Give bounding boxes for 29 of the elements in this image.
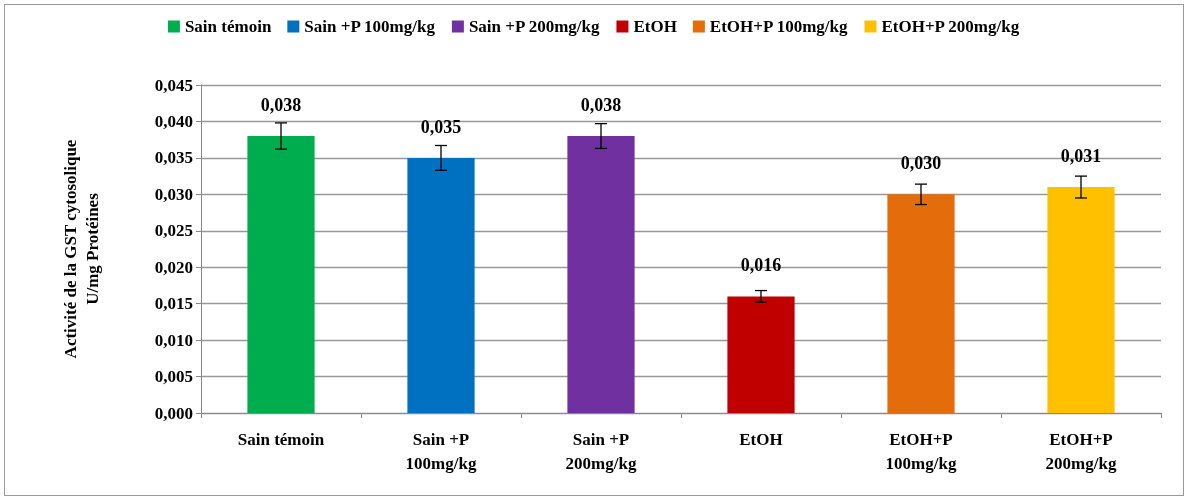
legend-label: EtOH	[633, 17, 677, 36]
data-label: 0,038	[580, 95, 622, 116]
legend-label: Sain +P 200mg/kg	[468, 17, 600, 36]
y-tick-label: 0,025	[154, 221, 193, 241]
y-tick-label: 0,045	[154, 75, 193, 95]
y-tick-label: 0,010	[154, 330, 193, 350]
data-label: 0,035	[420, 116, 462, 137]
y-tick-label: 0,015	[154, 294, 193, 314]
x-tick-label: Sain +P 200mg/kg	[565, 429, 637, 473]
x-tick-label: EtOH	[739, 429, 783, 449]
legend-label: Sain témoin	[184, 17, 272, 36]
x-tick-label: Sain témoin	[237, 429, 325, 449]
legend-label: EtOH+P 100mg/kg	[709, 17, 849, 36]
x-tick-label: Sain +P 100mg/kg	[405, 429, 477, 473]
y-tick-label: 0,005	[154, 367, 193, 387]
y-tick-label: 0,020	[154, 257, 193, 277]
y-tick-label: 0,000	[154, 403, 193, 423]
x-tick-label: EtOH+P 200mg/kg	[1045, 429, 1117, 473]
data-label: 0,016	[740, 255, 782, 276]
y-tick-label: 0,040	[154, 111, 193, 131]
y-tick-label: 0,030	[154, 184, 193, 204]
data-label: 0,030	[900, 153, 942, 174]
y-axis-title: Activité de la GST cytosolique U/mg Protéines	[60, 139, 102, 359]
data-label: 0,031	[1060, 146, 1102, 167]
legend-label: EtOH+P 200mg/kg	[881, 17, 1020, 36]
y-tick-label: 0,035	[154, 148, 193, 168]
data-label: 0,038	[260, 95, 302, 116]
legend-label: Sain +P 100mg/kg	[304, 17, 436, 36]
x-tick-label: EtOH+P 100mg/kg	[885, 429, 957, 473]
